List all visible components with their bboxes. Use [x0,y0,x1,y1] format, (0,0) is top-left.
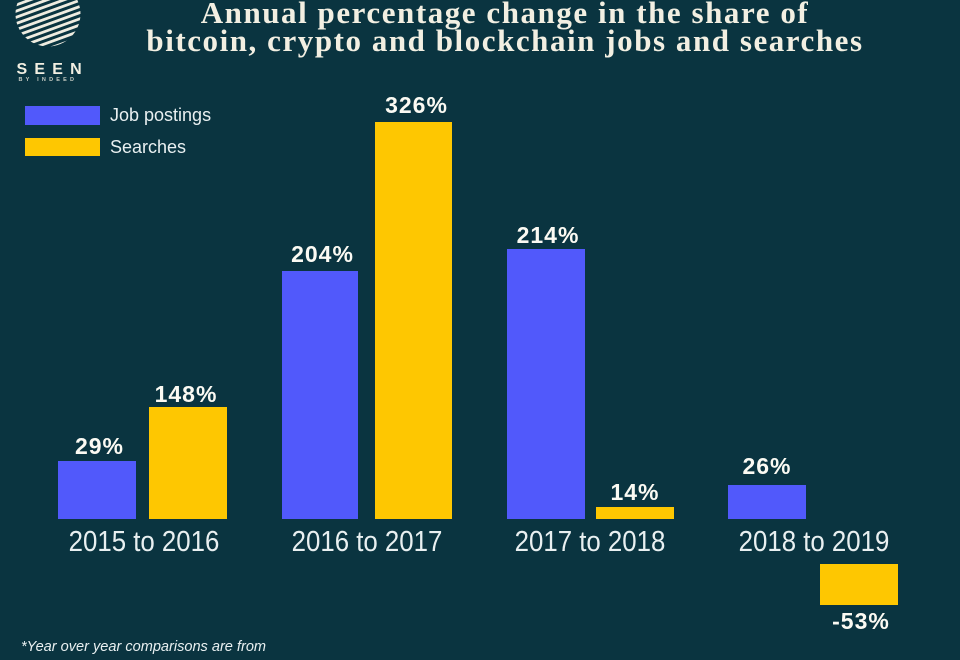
bar-searches-2015-2016 [149,406,227,519]
legend-label-searches: Searches [110,137,187,157]
footnote: *Year over year comparisons are from [21,638,267,655]
value-label-searches-2018-2019: -53% [832,608,890,634]
chart-title-line1: Annual percentage change in the share of [200,0,810,31]
value-label-job-postings-2015-2016: 29% [74,433,125,459]
value-label-searches-2016-2017: 326% [385,91,448,118]
bar-job-postings-2018-2019 [728,484,806,519]
seen-logo-icon [15,0,81,47]
value-label-job-postings-2017-2018: 214% [516,222,580,248]
chart-title-line2: bitcoin, crypto and blockchain jobs and … [146,23,864,59]
category-label-2017-2018: 2017 to 2018 [514,525,666,558]
category-label-2018-2019: 2018 to 2019 [738,525,889,558]
legend-swatch-searches [25,138,100,156]
value-label-job-postings-2018-2019: 26% [742,452,792,479]
bar-searches-2017-2018 [595,506,674,519]
value-label-searches-2017-2018: 14% [610,479,660,505]
brand-byline: BY INDEED [18,77,78,83]
legend-swatch-job-postings [25,106,100,125]
brand-name: SEEN [16,61,89,78]
value-label-job-postings-2016-2017: 204% [291,241,354,267]
bar-searches-2016-2017 [374,121,452,519]
legend-label-job-postings: Job postings [110,105,212,125]
chart-title: Annual percentage change in the share of… [50,0,960,59]
category-label-2015-2016: 2015 to 2016 [68,525,220,558]
bar-searches-2018-2019 [819,564,898,605]
bar-job-postings-2017-2018 [507,249,585,519]
category-label-2016-2017: 2016 to 2017 [291,525,442,558]
bar-job-postings-2016-2017 [282,270,358,519]
value-label-searches-2015-2016: 148% [154,380,218,407]
bar-job-postings-2015-2016 [58,461,136,519]
